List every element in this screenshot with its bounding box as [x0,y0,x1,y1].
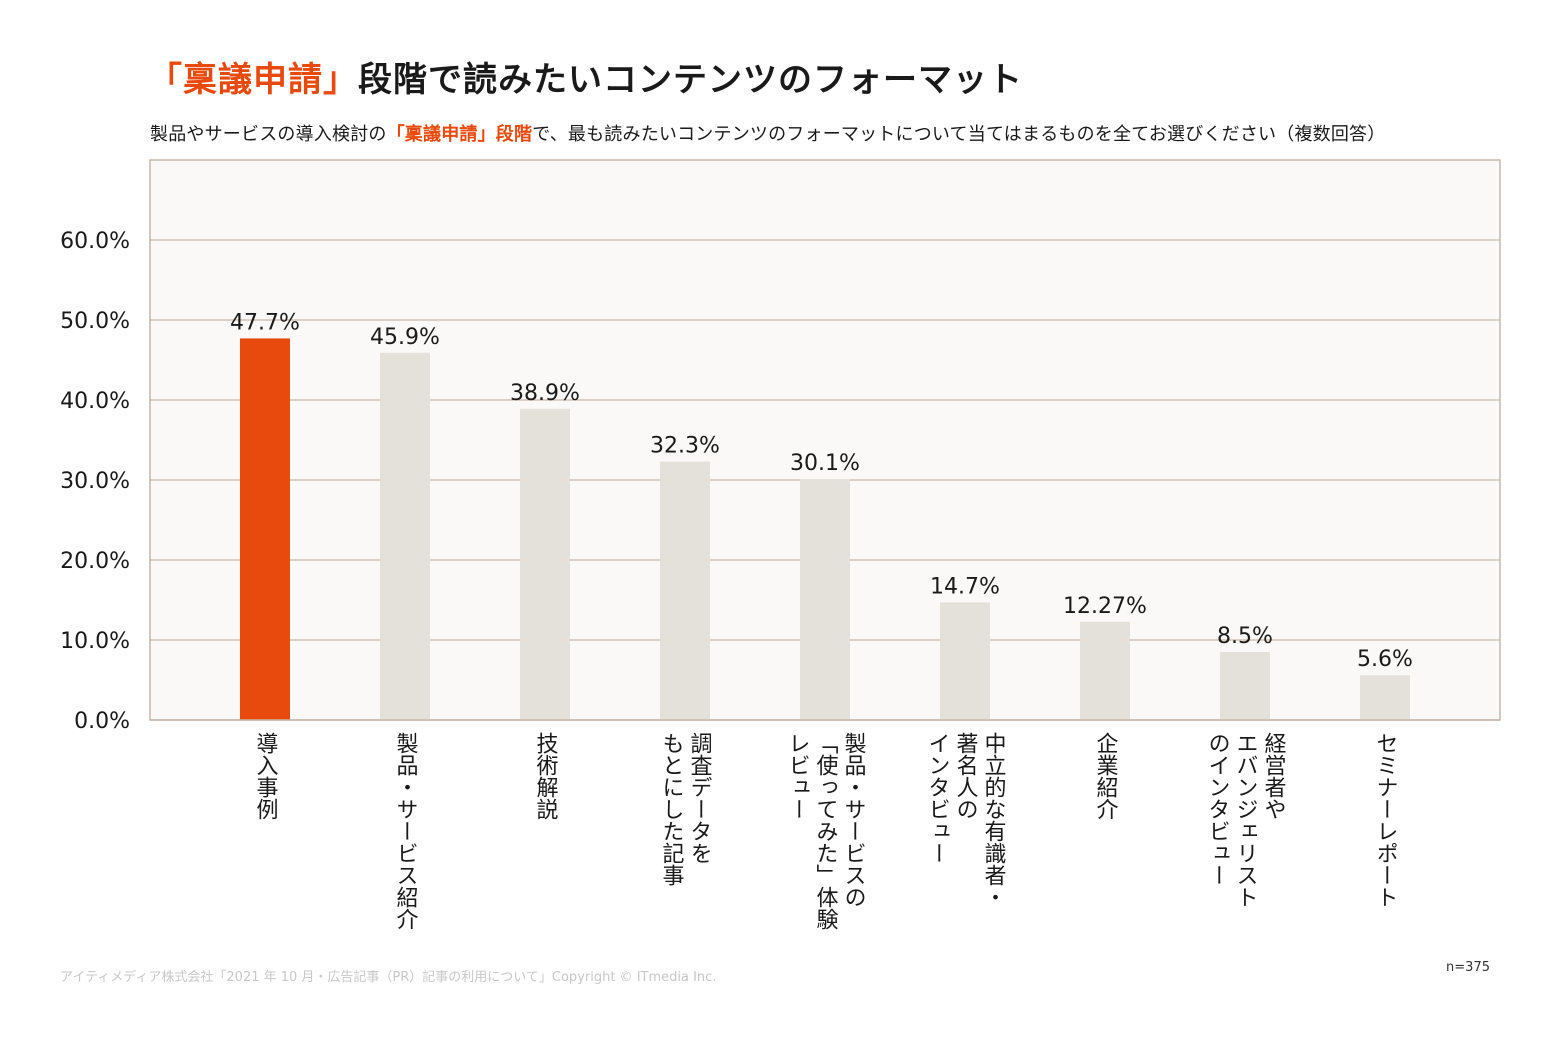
subtitle-after: で、最も読みたいコンテンツのフォーマットについて当てはまるものを全てお選びくださ… [532,124,1386,145]
x-tick-label: セミナーレポート [1373,732,1398,908]
copyright-footer: アイティメディア株式会社「2021 年 10 月・広告記事（PR）記事の利用につ… [60,970,717,985]
data-label: 30.1% [790,451,860,476]
bar [520,408,570,720]
x-tick-label: 調査データをもとにした記事 [659,732,713,886]
sample-size-label: n=375 [1446,960,1490,975]
subtitle-before: 製品やサービスの導入検討の [150,124,387,145]
data-label: 8.5% [1217,624,1273,649]
data-label: 47.7% [230,310,300,335]
data-label: 14.7% [930,574,1000,599]
data-label: 45.9% [370,325,440,350]
subtitle-highlight: 「稟議申請」段階 [386,124,533,145]
data-label: 32.3% [650,434,720,459]
x-tick-label: 製品・サービス紹介 [393,732,419,930]
x-tick-label: 製品・サービスの「使ってみた」体験レビュー [785,732,867,930]
title-rest: 段階で読みたいコンテンツのフォーマット [358,60,1023,100]
bar [1360,675,1410,720]
data-label: 38.9% [510,381,580,406]
bar [240,338,290,720]
x-tick-label: 経営者やエバンジェリストのインタビュー [1205,732,1287,908]
data-label: 5.6% [1357,647,1413,672]
title-highlight: 「稟議申請」 [148,60,358,100]
y-tick-label: 0.0% [74,709,130,734]
x-tick-label: 企業紹介 [1093,732,1119,820]
y-tick-label: 40.0% [60,389,130,414]
y-tick-label: 10.0% [60,629,130,654]
x-tick-label: 中立的な有識者・著名人のインタビュー [925,732,1007,908]
data-label: 12.27% [1063,594,1147,619]
y-tick-label: 50.0% [60,309,130,334]
bar [940,602,990,720]
bar [1080,621,1130,720]
bar [800,479,850,720]
bar [380,352,430,720]
x-tick-label: 技術解説 [533,732,559,820]
bar [1220,652,1270,720]
y-tick-label: 30.0% [60,469,130,494]
chart-title: 「稟議申請」段階で読みたいコンテンツのフォーマット [148,52,1023,101]
y-tick-label: 20.0% [60,549,130,574]
bar [660,461,710,720]
y-tick-label: 60.0% [60,229,130,254]
x-tick-label: 導入事例 [253,732,279,820]
chart-subtitle: 製品やサービスの導入検討の「稟議申請」段階で、最も読みたいコンテンツのフォーマッ… [150,120,1385,146]
